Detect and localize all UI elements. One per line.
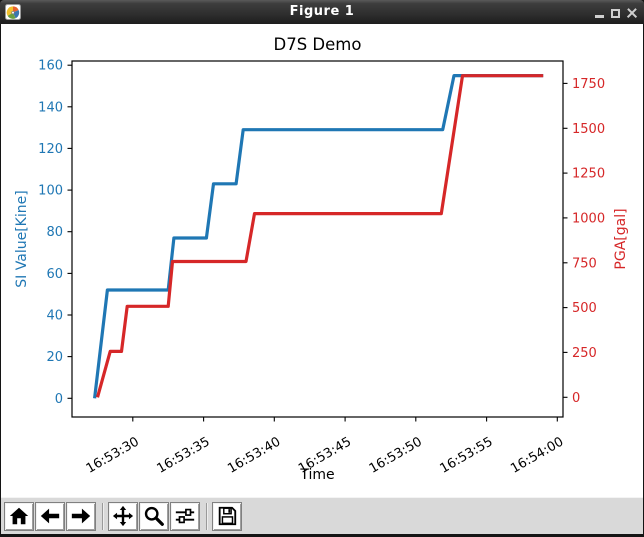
left-tick-label: 40 [46,309,63,324]
plot-area [71,60,564,418]
window-title: Figure 1 [289,4,355,19]
chart-title: D7S Demo [274,35,362,54]
minimize-icon[interactable] [595,14,604,18]
pan-button[interactable] [108,501,138,531]
right-tick-label: 500 [572,301,597,316]
x-tick-label: 16:53:55 [438,434,496,476]
toolbar-separator [102,502,104,530]
sliders-icon [175,508,195,524]
toolbar-separator [206,502,208,530]
left-tick-label: 120 [38,142,63,157]
navigation-toolbar [1,497,643,534]
close-icon[interactable] [627,8,637,18]
window-controls [595,0,637,24]
left-tick-label: 20 [46,350,63,365]
x-tick-label: 16:53:30 [84,434,142,476]
right-axis-label: PGA[gal] [613,208,629,269]
right-tick-label: 1250 [572,167,605,182]
home-icon [9,507,29,525]
configure-subplots-button[interactable] [170,501,200,531]
x-tick-label: 16:53:50 [367,434,425,476]
left-tick-label: 60 [46,267,63,282]
title-bar[interactable]: Figure 1 [0,0,644,24]
arrow-right-icon [71,508,91,524]
move-icon [112,505,134,527]
right-tick-label: 750 [572,256,597,271]
magnifier-icon [144,506,164,526]
pga-line [95,74,544,398]
si-value-line [93,73,544,399]
save-button[interactable] [212,501,242,531]
chart-canvas: 16:53:30 16:53:35 16:53:40 16:53:45 16:53:50… [14,35,629,483]
left-axis-label: SI Value[Kine] [14,190,30,287]
x-tick-label: 16:54:00 [508,434,566,476]
floppy-save-icon [218,506,237,526]
matplotlib-logo-icon [5,4,21,20]
x-tick-label: 16:53:40 [225,434,283,476]
x-tick-label: 16:53:35 [155,434,213,476]
back-button[interactable] [35,501,65,531]
left-tick-label: 80 [46,225,63,240]
left-tick-label: 160 [38,59,63,74]
x-axis-label: Time [299,467,334,483]
home-button[interactable] [4,501,34,531]
zoom-button[interactable] [139,501,169,531]
right-tick-label: 250 [572,346,597,361]
arrow-left-icon [40,508,60,524]
left-tick-label: 140 [38,100,63,115]
maximize-icon[interactable] [611,8,620,18]
right-tick-label: 1500 [572,122,605,137]
left-tick-label: 0 [55,392,63,407]
right-tick-label: 1000 [572,211,605,226]
right-tick-label: 0 [572,391,580,406]
left-tick-label: 100 [38,184,63,199]
figure-canvas-area: 16:53:30 16:53:35 16:53:40 16:53:45 16:53:50… [1,24,643,497]
right-tick-label: 1750 [572,77,605,92]
forward-button[interactable] [66,501,96,531]
